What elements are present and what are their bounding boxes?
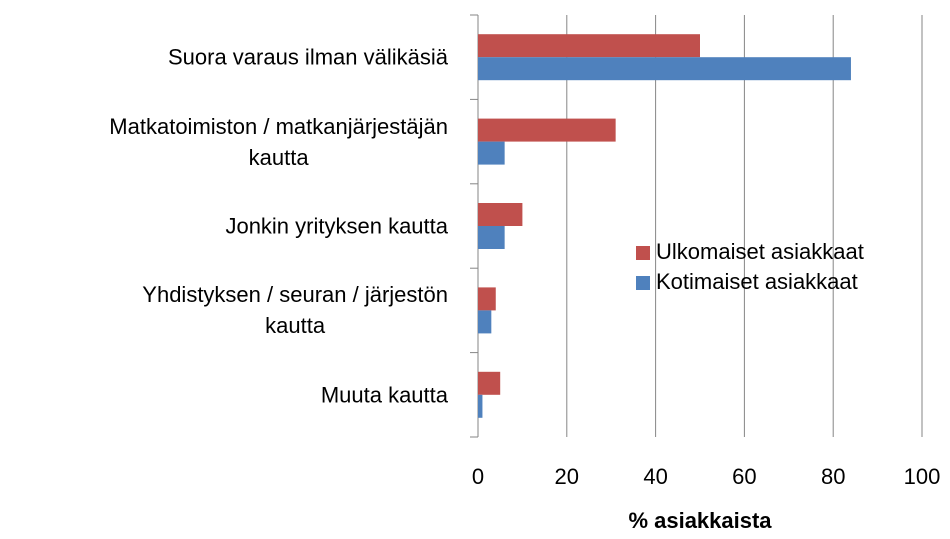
x-tick-label: 80 — [821, 464, 845, 489]
y-tick-label: Suora varaus ilman välikäsiä — [167, 44, 448, 70]
bar — [478, 310, 492, 334]
bar — [478, 203, 523, 226]
bar — [478, 57, 851, 81]
bar — [478, 287, 496, 311]
y-tick-label: Matkatoimiston / matkanjärjestäjän kautt… — [109, 113, 448, 170]
y-tick-label: Muuta kautta — [320, 382, 448, 408]
bar — [478, 118, 616, 142]
legend-swatch — [636, 246, 650, 260]
x-tick-label: 40 — [643, 464, 667, 489]
bar — [478, 226, 505, 249]
x-tick-label: 0 — [472, 464, 484, 489]
x-tick-label: 100 — [904, 464, 941, 489]
legend-swatch — [636, 276, 650, 290]
bar — [478, 34, 700, 58]
bar — [478, 394, 483, 418]
x-tick-label: 60 — [732, 464, 756, 489]
legend-label: Ulkomaiset asiakkaat — [656, 239, 864, 264]
y-tick-label: Jonkin yrityksen kautta — [225, 213, 448, 239]
y-tick-label: Yhdistyksen / seuran / järjestön kautta — [142, 282, 448, 339]
x-tick-label: 20 — [555, 464, 579, 489]
legend-label: Kotimaiset asiakkaat — [656, 269, 858, 294]
bar — [478, 371, 501, 395]
bar — [478, 141, 505, 165]
x-axis-title: % asiakkaista — [628, 508, 772, 533]
